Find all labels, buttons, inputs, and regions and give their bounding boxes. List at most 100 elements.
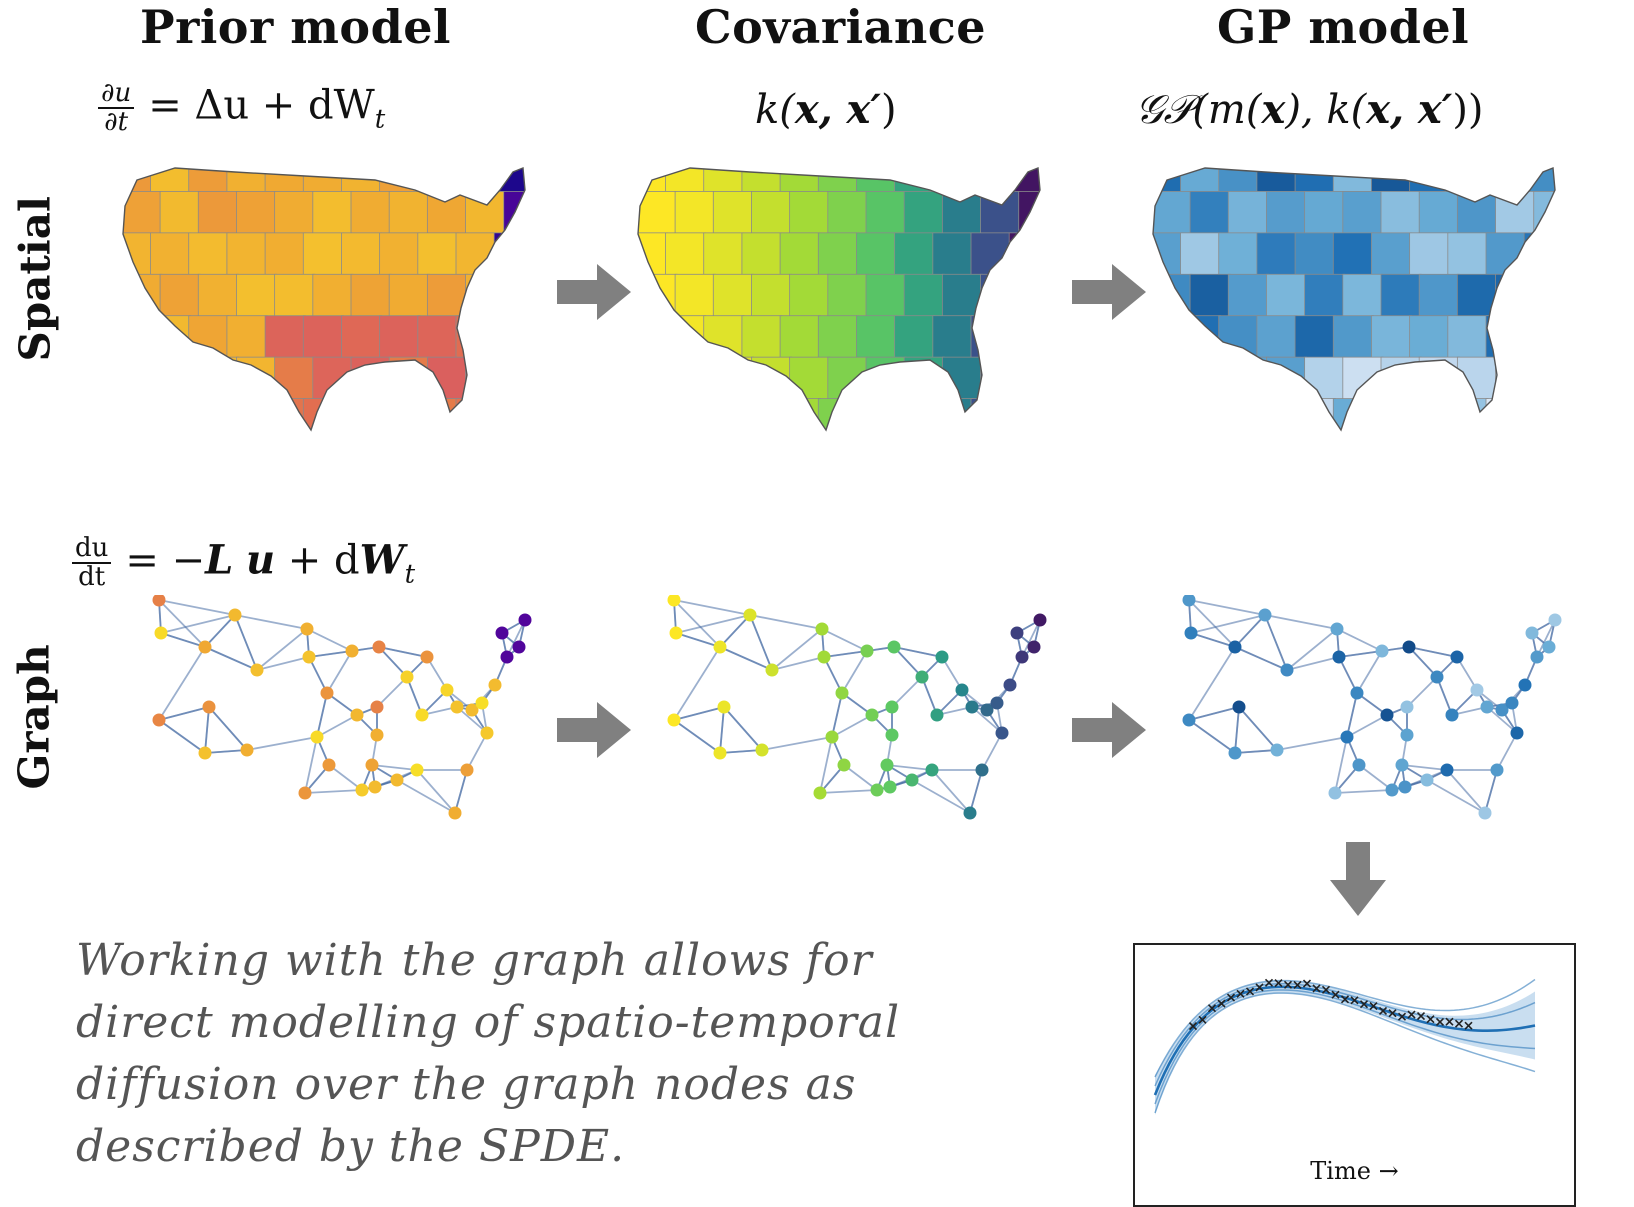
state-region: [903, 356, 945, 400]
observation-marker: [1464, 1021, 1473, 1030]
state-region: [1180, 398, 1222, 430]
graph-edge: [1356, 650, 1383, 694]
graph-node: [825, 730, 839, 744]
state-region: [1256, 398, 1298, 430]
graph-edge: [771, 656, 825, 671]
state-region: [638, 315, 668, 359]
graph-node: [935, 650, 949, 664]
state-region: [1523, 398, 1555, 430]
graph-node: [1332, 650, 1346, 664]
graph-edge: [396, 779, 456, 814]
graph-edge: [1484, 769, 1498, 814]
state-region: [1266, 273, 1308, 318]
graph-node: [1430, 670, 1444, 684]
observation-marker: [1312, 984, 1321, 993]
graph-node: [310, 730, 324, 744]
state-region: [1332, 168, 1374, 193]
state-region: [703, 315, 745, 359]
state-region: [1342, 273, 1384, 318]
state-region: [712, 356, 754, 400]
observation-marker: [1245, 987, 1255, 996]
state-region: [417, 315, 459, 359]
graph-edge: [673, 599, 721, 648]
state-symbol: u: [245, 536, 276, 584]
right-arrow-icon: [557, 264, 631, 320]
observation-marker: [1350, 996, 1359, 1005]
state-region: [1266, 356, 1308, 400]
observation-marker: [1302, 979, 1312, 988]
state-region: [751, 356, 793, 400]
graph-node: [1270, 743, 1284, 757]
state-region: [274, 273, 316, 318]
graph-equation-numerator: du: [72, 534, 112, 565]
state-region: [932, 232, 974, 276]
graph-edge: [256, 656, 310, 671]
gp-kernel-args: x, x′: [1366, 86, 1453, 133]
graph-edge: [673, 599, 751, 616]
graph-node: [1470, 683, 1484, 697]
graph-equation-denominator: dt: [78, 562, 106, 593]
graph-node: [1228, 746, 1242, 760]
graph-node: [1395, 758, 1409, 772]
state-region: [503, 273, 525, 318]
graph-node: [835, 686, 849, 700]
state-region: [1180, 232, 1222, 276]
graph-edge: [1190, 614, 1266, 634]
graph-node: [1518, 678, 1532, 692]
state-region: [1153, 191, 1193, 235]
state-region: [856, 168, 898, 193]
observation-marker: [1293, 980, 1302, 989]
state-region: [1533, 191, 1555, 235]
state-region: [1485, 168, 1527, 193]
graph-node: [488, 678, 502, 692]
graph-edge: [316, 692, 328, 738]
graph-node: [713, 746, 727, 760]
graph-equation-eq: = −: [125, 537, 206, 584]
state-region: [941, 273, 983, 318]
state-region: [638, 398, 668, 430]
observation-marker: [1198, 1015, 1207, 1024]
state-region: [894, 315, 936, 359]
state-region: [1371, 168, 1413, 193]
equation-rhs: = Δu + dW: [148, 82, 375, 129]
state-region: [379, 315, 421, 359]
state-region: [493, 232, 525, 276]
state-region: [379, 398, 421, 430]
graph-node: [1232, 700, 1246, 714]
graph-edge: [1264, 614, 1288, 671]
graph-edge: [1338, 650, 1383, 658]
graph-node: [450, 700, 464, 714]
state-region: [817, 398, 859, 430]
graph-node: [813, 786, 827, 800]
graph-edge: [456, 706, 488, 734]
state-region: [264, 315, 306, 359]
state-region: [465, 191, 507, 235]
graph-edge: [823, 656, 843, 694]
state-region: [932, 315, 974, 359]
graph-edge: [1408, 646, 1438, 678]
graph-edge: [1336, 628, 1383, 652]
timeseries-xlabel: Time →: [1310, 1157, 1399, 1185]
state-region: [751, 191, 793, 235]
kernel-close: ): [880, 87, 897, 133]
gp-mid: ), k(: [1285, 87, 1367, 133]
state-region: [674, 191, 716, 235]
graph-edge: [1234, 646, 1288, 671]
graph-edge: [981, 732, 1003, 771]
graph-node: [669, 626, 683, 640]
description-text: Working with the graph allows for direct…: [76, 935, 901, 1172]
graph-edge: [1496, 732, 1518, 771]
equation-subscript: t: [374, 104, 386, 135]
state-region: [703, 232, 745, 276]
graph-node: [1400, 728, 1414, 742]
graph-edge: [378, 646, 428, 658]
state-region: [1485, 315, 1527, 359]
graph-node: [240, 743, 254, 757]
state-region: [1380, 191, 1422, 235]
state-region: [1409, 315, 1451, 359]
graph-edge: [160, 614, 236, 634]
graph-covariance: [667, 595, 1047, 820]
graph-edge: [831, 692, 843, 738]
graph-node: [885, 700, 899, 714]
graph-edge: [316, 714, 358, 738]
